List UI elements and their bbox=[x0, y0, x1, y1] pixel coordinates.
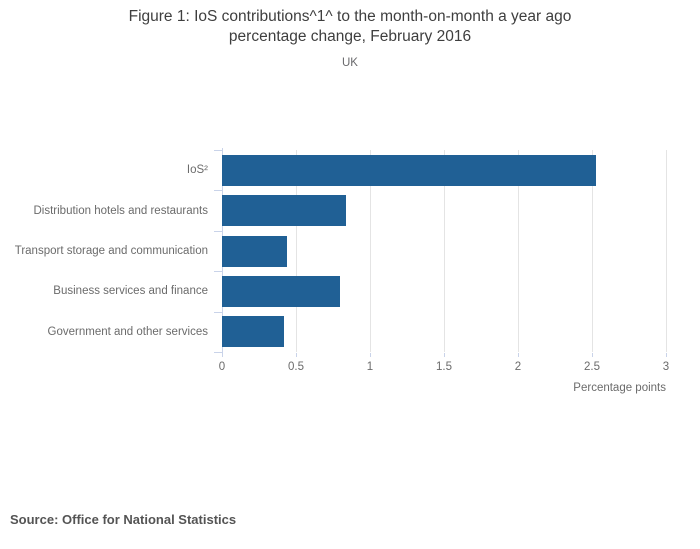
y-axis-tick bbox=[214, 230, 222, 232]
category-label: IoS² bbox=[186, 164, 208, 177]
y-axis-tick bbox=[214, 311, 222, 313]
x-tick-label: 0 bbox=[218, 361, 226, 373]
x-axis-tick bbox=[666, 353, 667, 357]
x-tick-label: 3 bbox=[662, 361, 670, 373]
bar bbox=[222, 235, 288, 267]
x-axis-tick bbox=[370, 353, 371, 357]
gridline bbox=[444, 150, 445, 352]
x-tick-label: 2.5 bbox=[584, 361, 600, 373]
y-axis-tick bbox=[214, 352, 222, 353]
source-note: Source: Office for National Statistics bbox=[10, 512, 237, 527]
chart-title-line-1: Figure 1: IoS contributions^1^ to the mo… bbox=[128, 8, 572, 25]
category-label: Business services and finance bbox=[53, 285, 208, 298]
y-axis-tick bbox=[214, 271, 222, 273]
category-label: Distribution hotels and restaurants bbox=[33, 204, 208, 217]
bar bbox=[222, 316, 285, 348]
x-axis-tick bbox=[296, 353, 297, 357]
x-axis-tick-labels: 0 0.5 1 1.5 2 2.5 3 bbox=[219, 361, 669, 375]
x-tick-label: 1 bbox=[366, 361, 374, 373]
y-axis-tick bbox=[214, 190, 222, 192]
x-tick-label: 0.5 bbox=[288, 361, 304, 373]
chart-subtitle: UK bbox=[342, 57, 358, 69]
gridline bbox=[370, 150, 371, 352]
x-tick-label: 1.5 bbox=[436, 361, 452, 373]
plot-area bbox=[214, 148, 667, 357]
category-axis-labels: IoS² Distribution hotels and restaurants T… bbox=[0, 150, 208, 352]
gridline bbox=[518, 150, 519, 352]
bar bbox=[222, 154, 597, 186]
chart-title-line-2: percentage change, February 2016 bbox=[228, 28, 472, 45]
category-label: Transport storage and communication bbox=[14, 244, 208, 257]
x-tick-label: 2 bbox=[514, 361, 522, 373]
x-axis-title: Percentage points bbox=[573, 382, 666, 394]
gridline bbox=[592, 150, 593, 352]
x-axis-tick bbox=[518, 353, 519, 357]
y-axis-tick bbox=[214, 150, 222, 151]
x-axis-tick bbox=[592, 353, 593, 357]
category-label: Government and other services bbox=[47, 325, 208, 338]
x-axis-tick bbox=[444, 353, 445, 357]
chart-title: Figure 1: IoS contributions^1^ to the mo… bbox=[0, 7, 700, 47]
bar bbox=[222, 195, 347, 227]
bar bbox=[222, 275, 341, 307]
gridline bbox=[666, 150, 667, 352]
gridline bbox=[296, 150, 297, 352]
x-axis-tick bbox=[222, 353, 223, 357]
